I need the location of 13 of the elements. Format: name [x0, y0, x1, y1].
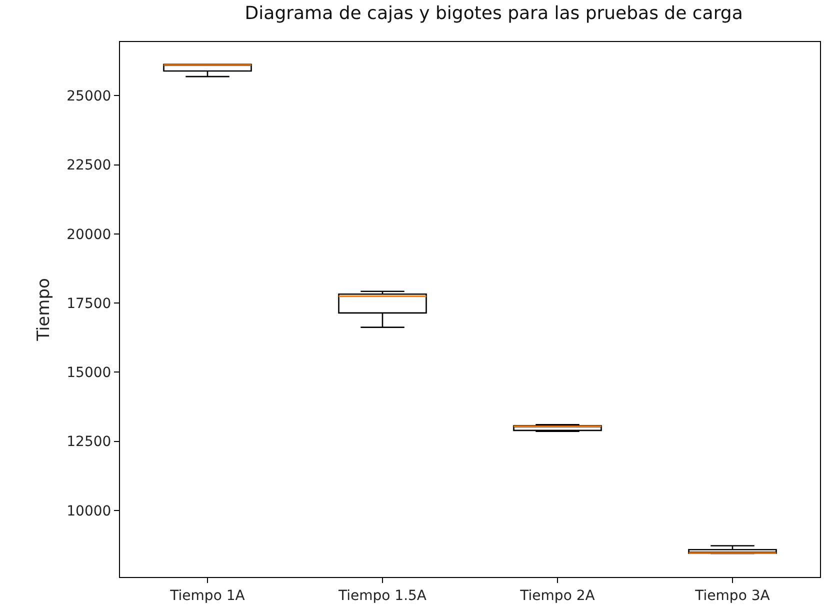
x-tick-label: Tiempo 2A	[519, 588, 596, 604]
chart-title: Diagrama de cajas y bigotes para las pruebas de carga	[244, 2, 743, 24]
y-tick-label: 22500	[66, 158, 112, 174]
y-tick-label: 25000	[66, 88, 112, 105]
y-tick-label: 10000	[66, 503, 112, 520]
x-tick-label: Tiempo 1.5A	[337, 588, 427, 604]
y-tick-label: 17500	[66, 296, 112, 312]
x-tick-label: Tiempo 3A	[694, 588, 770, 604]
y-tick-label: 20000	[66, 226, 112, 243]
x-tick-label: Tiempo 1A	[169, 588, 246, 604]
y-tick-label: 12500	[66, 434, 112, 450]
y-axis-title: Tiempo	[34, 278, 54, 342]
y-tick-label: 15000	[66, 365, 112, 382]
